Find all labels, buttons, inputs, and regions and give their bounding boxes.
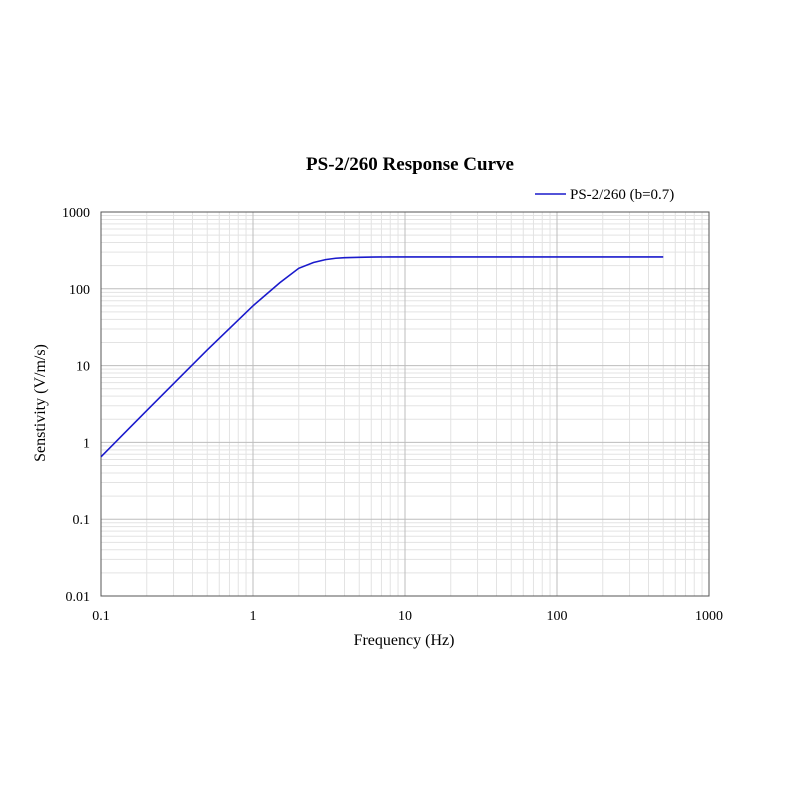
y-tick-label: 100 [69, 283, 90, 298]
plot-frame [100, 211, 710, 597]
minor-gridlines [101, 212, 709, 596]
legend-label: PS-2/260 (b=0.7) [570, 187, 674, 203]
legend: PS-2/260 (b=0.7) [535, 187, 674, 203]
x-tick-labels: 0.1 1 10 100 1000 [92, 609, 723, 624]
y-tick-labels: 0.01 0.1 1 10 100 1000 [62, 206, 90, 605]
y-tick-label: 0.1 [73, 513, 91, 528]
x-tick-label: 1 [250, 609, 257, 624]
y-tick-label: 0.01 [66, 590, 91, 605]
x-tick-label: 10 [398, 609, 412, 624]
y-tick-label: 1000 [62, 206, 90, 221]
chart-title: PS-2/260 Response Curve [306, 154, 514, 175]
series-line [100, 256, 664, 458]
y-axis-label: Senstivity (V/m/s) [32, 344, 49, 462]
x-tick-label: 1000 [695, 609, 723, 624]
x-tick-label: 0.1 [92, 609, 110, 624]
y-tick-label: 1 [83, 436, 90, 451]
y-tick-label: 10 [76, 360, 90, 375]
x-tick-label: 100 [547, 609, 568, 624]
x-axis-label: Frequency (Hz) [354, 632, 455, 649]
